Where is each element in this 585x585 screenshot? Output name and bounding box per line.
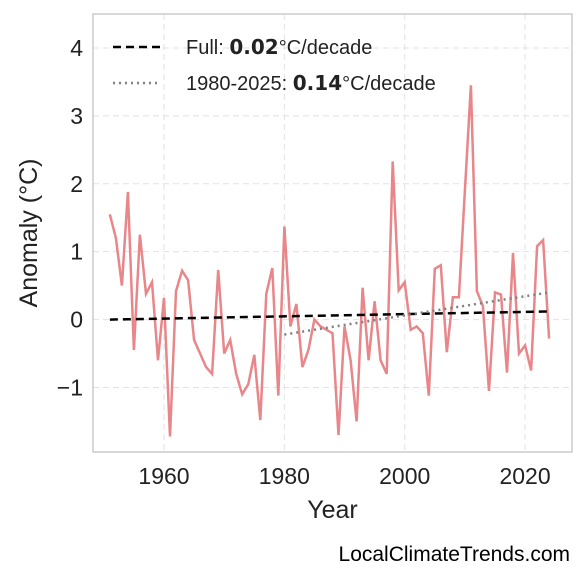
legend-slope: 0.02 [229,35,278,59]
legend-label: Full: 0.02°C/decade [186,35,372,59]
y-tick-label: −1 [57,374,83,400]
legend-slope: 0.14 [293,71,342,95]
y-tick-label: 2 [70,171,83,197]
legend-prefix: 1980-2025: [186,73,293,95]
x-axis-label: Year [307,496,358,524]
x-tick-label: 2020 [499,463,550,489]
x-tick-label: 1960 [138,463,189,489]
legend-unit: °C/decade [342,73,436,95]
x-tick-label: 1980 [259,463,310,489]
trend-line [109,310,550,321]
x-tick-label: 2000 [379,463,430,489]
legend-label: 1980-2025: 0.14°C/decade [186,71,436,95]
y-axis-label: Anomaly (°C) [15,159,43,308]
y-tick-label: 0 [70,307,83,333]
footer: LocalClimateTrends.com [339,543,570,566]
y-tick-label: 4 [70,35,83,61]
y-tick-label: 1 [70,239,83,265]
plot-frame [92,13,573,453]
anomaly-line [108,85,551,437]
y-tick-label: 3 [70,103,83,129]
legend-prefix: Full: [186,37,229,59]
legend-unit: °C/decade [279,37,373,59]
trend-line [284,291,550,336]
